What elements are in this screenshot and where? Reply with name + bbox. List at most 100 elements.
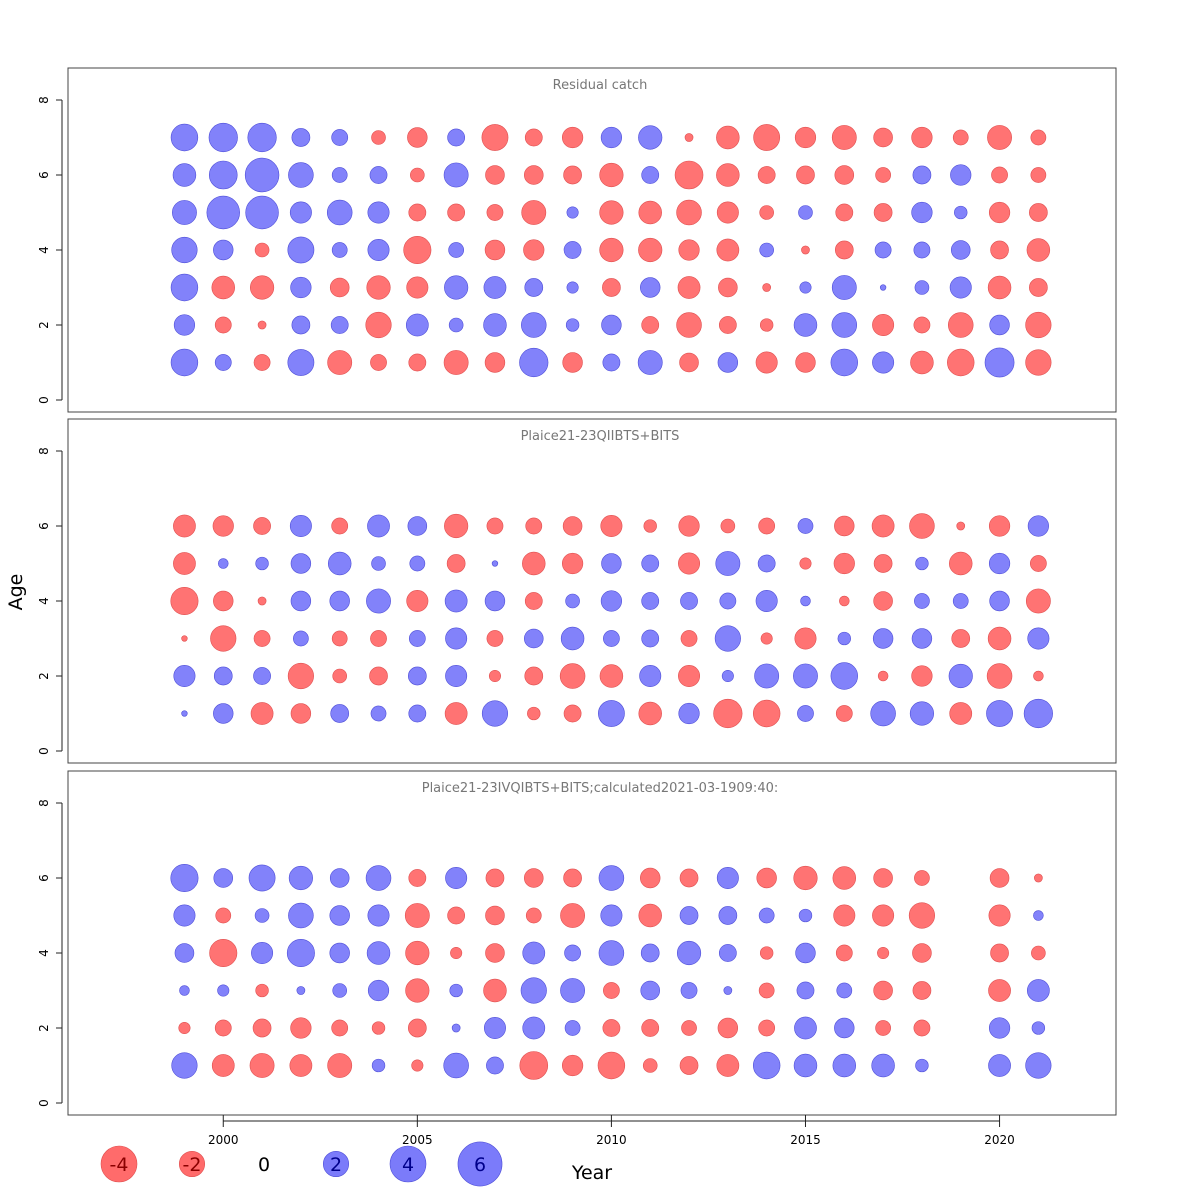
bubble-point: [255, 983, 269, 998]
bubble-point: [562, 516, 583, 536]
bubble-point: [678, 515, 700, 537]
bubble-point: [758, 517, 776, 535]
bubble-point: [296, 986, 306, 995]
bubble-point: [444, 589, 468, 613]
bubble-point: [873, 127, 893, 148]
bubble-point: [991, 166, 1008, 184]
bubble-point: [873, 203, 893, 222]
bubble-point: [445, 665, 468, 687]
legend-label: 2: [330, 1154, 342, 1176]
bubble-point: [915, 556, 929, 571]
bubble-point: [598, 700, 625, 727]
bubble-point: [485, 165, 505, 185]
bubble-point: [1025, 349, 1052, 376]
bubble-point: [638, 200, 662, 225]
bubble-point: [563, 868, 582, 888]
bubble-point: [873, 868, 893, 888]
bubble-point: [638, 125, 663, 150]
bubble-point: [449, 983, 463, 998]
panel-2: Plaice21-23QIIBTS+BITS 0 2 4 6 8: [37, 418, 1117, 764]
bubble-point: [445, 627, 468, 650]
bubble-point: [874, 241, 892, 259]
bubble-point: [679, 868, 699, 888]
bubble-point: [758, 982, 775, 999]
bubble-point: [757, 166, 776, 184]
bubble-point: [877, 670, 889, 682]
bubble-point: [290, 1017, 312, 1039]
bubble-point: [839, 595, 850, 607]
bubble-point: [714, 625, 741, 652]
bubble-point: [752, 1051, 781, 1080]
legend-bubble: [457, 1141, 503, 1187]
bubble-point: [483, 276, 507, 299]
bubble-point: [408, 203, 427, 222]
bubble-point: [721, 669, 734, 683]
bubble-point: [522, 941, 546, 965]
bubble-point: [914, 280, 930, 295]
bubble-point: [251, 942, 274, 964]
bubble-point: [288, 902, 314, 929]
bubble-point: [875, 1020, 891, 1036]
bubble-point: [872, 351, 895, 374]
bubble-point: [210, 625, 237, 652]
legend-item: -2: [178, 1150, 206, 1178]
bubble-point: [912, 981, 932, 1000]
bubble-point: [213, 666, 233, 686]
bubble-point: [170, 123, 199, 152]
bubble-point: [640, 277, 661, 298]
bubble-point: [1029, 278, 1048, 297]
bubble-point: [988, 201, 1011, 224]
bubble-point: [832, 1053, 857, 1078]
bubble-point: [173, 665, 196, 687]
bubble-point: [208, 160, 238, 190]
bubble-point: [601, 314, 622, 336]
bubble-point: [1034, 873, 1043, 883]
y-tick-label: 8: [37, 447, 51, 455]
bubble-point: [872, 628, 894, 649]
bubble-point: [524, 868, 544, 888]
bubble-point: [290, 703, 312, 724]
legend-item: -4: [100, 1145, 138, 1183]
bubble-point: [1031, 945, 1046, 961]
bubble-point: [329, 868, 350, 888]
bubble-point: [525, 907, 542, 924]
bubbles: [170, 513, 1053, 729]
bubble-point: [214, 316, 232, 334]
bubble-point: [367, 201, 390, 224]
bubble-point: [253, 354, 271, 371]
bubble-point: [370, 354, 387, 371]
bubble-point: [524, 278, 544, 297]
bubble-point: [286, 939, 315, 967]
bubble-point: [565, 318, 580, 332]
bubble-point: [986, 663, 1013, 689]
bubble-point: [713, 698, 743, 729]
bubble-point: [680, 630, 698, 647]
bubble-point: [911, 628, 933, 649]
bubble-point: [486, 630, 504, 647]
bubble-point: [638, 903, 662, 928]
bubble-point: [288, 865, 313, 891]
bubble-point: [598, 940, 625, 966]
bubble-point: [837, 631, 851, 646]
bubble-point: [257, 596, 267, 606]
bubble-point: [911, 201, 933, 224]
bubble-point: [367, 239, 390, 261]
bubble-point: [755, 351, 778, 374]
bubble-point: [676, 199, 702, 226]
y-tick-label: 2: [37, 321, 51, 329]
bubble-point: [410, 167, 425, 183]
bubble-point: [988, 979, 1011, 1002]
bubble-point: [561, 1054, 584, 1077]
legend-item: 6: [457, 1141, 503, 1187]
bubble-point: [641, 166, 660, 184]
bubble-point: [179, 985, 190, 996]
bubble-point: [370, 630, 387, 647]
bubble-point: [525, 517, 543, 535]
y-tick-label: 0: [37, 396, 51, 404]
bubble-point: [641, 1019, 660, 1037]
bubble-point: [679, 1056, 699, 1075]
bubble-point: [447, 128, 466, 147]
bubble-point: [291, 128, 311, 147]
bubble-point: [719, 592, 737, 610]
bubble-point: [599, 200, 624, 225]
